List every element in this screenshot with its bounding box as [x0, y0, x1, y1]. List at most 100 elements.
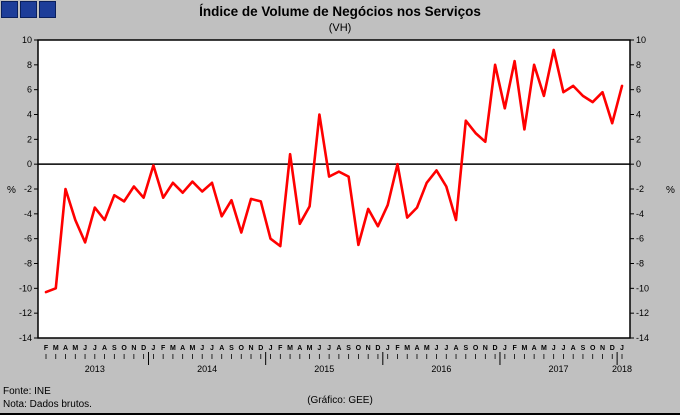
x-axis-month-label: M — [307, 345, 313, 352]
x-axis-month-label: M — [190, 345, 196, 352]
y-axis-tick-label: 0 — [27, 159, 32, 169]
y-axis-tick-label: 2 — [636, 134, 641, 144]
x-axis-month-label: D — [141, 345, 146, 352]
x-axis-month-label: O — [473, 345, 479, 352]
y-axis-tick-label: -12 — [636, 308, 649, 318]
y-axis-tick-label: 8 — [636, 60, 641, 70]
x-axis-month-label: J — [269, 345, 273, 352]
x-axis-month-label: A — [532, 345, 537, 352]
chart-subtitle: (VH) — [328, 22, 352, 34]
y-axis-tick-label: -10 — [636, 283, 649, 293]
x-axis-month-label: M — [521, 345, 527, 352]
y-axis-tick-label: -8 — [24, 259, 32, 269]
x-axis-month-label: J — [93, 345, 97, 352]
x-axis-month-label: N — [600, 345, 605, 352]
y-axis-tick-label: -4 — [24, 209, 32, 219]
y-axis-tick-label: 10 — [22, 35, 32, 45]
x-axis-month-label: J — [435, 345, 439, 352]
x-axis-month-label: J — [210, 345, 214, 352]
bottom-border — [0, 413, 680, 415]
x-axis-month-label: D — [493, 345, 498, 352]
x-axis-month-label: M — [287, 345, 293, 352]
x-axis-month-label: S — [463, 345, 468, 352]
y-axis-tick-label: -4 — [636, 209, 644, 219]
logo — [1, 1, 56, 18]
x-axis-month-label: J — [503, 345, 507, 352]
x-axis-month-label: A — [414, 345, 419, 352]
x-axis-month-label: F — [395, 345, 400, 352]
y-axis-tick-label: 2 — [27, 134, 32, 144]
y-axis-tick-label: -2 — [24, 184, 32, 194]
x-axis-month-label: S — [346, 345, 351, 352]
x-axis-month-label: O — [356, 345, 362, 352]
y-axis-title-left: % — [7, 185, 16, 196]
x-axis-month-label: F — [44, 345, 49, 352]
x-axis-month-label: D — [375, 345, 380, 352]
y-axis-tick-label: 0 — [636, 159, 641, 169]
x-axis-year-label: 2014 — [197, 364, 217, 374]
y-axis-tick-label: -2 — [636, 184, 644, 194]
y-axis-tick-label: 6 — [636, 85, 641, 95]
y-axis-tick-label: -6 — [24, 234, 32, 244]
y-axis-tick-label: 6 — [27, 85, 32, 95]
x-axis-month-label: J — [444, 345, 448, 352]
x-axis-month-label: A — [297, 345, 302, 352]
logo-square — [39, 1, 56, 18]
x-axis-month-label: J — [552, 345, 556, 352]
y-axis-tick-label: -8 — [636, 259, 644, 269]
x-axis-year-label: 2017 — [549, 364, 569, 374]
y-axis-tick-label: -12 — [19, 308, 32, 318]
x-axis-month-label: A — [180, 345, 185, 352]
x-axis-month-label: A — [219, 345, 224, 352]
x-axis-month-label: J — [620, 345, 624, 352]
x-axis-month-label: A — [336, 345, 341, 352]
x-axis-month-label: D — [258, 345, 263, 352]
x-axis-month-label: F — [512, 345, 517, 352]
x-axis-month-label: M — [170, 345, 176, 352]
x-axis-month-label: A — [102, 345, 107, 352]
x-axis-month-label: D — [610, 345, 615, 352]
x-axis-month-label: J — [151, 345, 155, 352]
x-axis-month-label: N — [248, 345, 253, 352]
x-axis-month-label: S — [581, 345, 586, 352]
x-axis-month-label: M — [53, 345, 59, 352]
y-axis-title-right: % — [666, 185, 675, 196]
x-axis-month-label: A — [571, 345, 576, 352]
x-axis-month-label: N — [483, 345, 488, 352]
chart-title: Índice de Volume de Negócios nos Serviço… — [199, 4, 481, 19]
y-axis-tick-label: -10 — [19, 283, 32, 293]
x-axis-year-label: 2018 — [612, 364, 632, 374]
logo-square — [1, 1, 18, 18]
x-axis-month-label: M — [404, 345, 410, 352]
x-axis-month-label: A — [63, 345, 68, 352]
data-note: Nota: Dados brutos. — [3, 399, 92, 410]
x-axis-year-label: 2015 — [314, 364, 334, 374]
x-axis-month-label: J — [83, 345, 87, 352]
x-axis-month-label: J — [200, 345, 204, 352]
x-axis-month-label: N — [366, 345, 371, 352]
x-axis-month-label: O — [239, 345, 245, 352]
y-axis-tick-label: 10 — [636, 35, 646, 45]
x-axis-month-label: O — [590, 345, 596, 352]
x-axis-month-label: S — [112, 345, 117, 352]
x-axis-month-label: J — [317, 345, 321, 352]
volume-line-chart: -14 -14 -12 -12 -10 -10 -8 -8 -6 -6 -4 -4 -2 -2 0 0 2 2 4 4… — [7, 35, 675, 374]
y-axis-tick-label: -6 — [636, 234, 644, 244]
logo-square — [20, 1, 37, 18]
x-axis-month-label: F — [161, 345, 166, 352]
source-note: Fonte: INE — [3, 386, 51, 397]
series-line — [44, 48, 624, 294]
y-axis-tick-label: 4 — [27, 110, 32, 120]
x-axis-year-label: 2016 — [431, 364, 451, 374]
x-axis-month-label: F — [278, 345, 283, 352]
chart-credit: (Gráfico: GEE) — [307, 395, 373, 406]
x-axis-month-label: J — [327, 345, 331, 352]
x-axis-month-label: M — [424, 345, 430, 352]
x-axis-month-label: S — [229, 345, 234, 352]
x-axis-year-label: 2013 — [85, 364, 105, 374]
y-axis-tick-label: 8 — [27, 60, 32, 70]
x-axis-month-label: M — [541, 345, 547, 352]
x-axis-month-label: N — [131, 345, 136, 352]
y-axis-tick-label: -14 — [636, 333, 649, 343]
